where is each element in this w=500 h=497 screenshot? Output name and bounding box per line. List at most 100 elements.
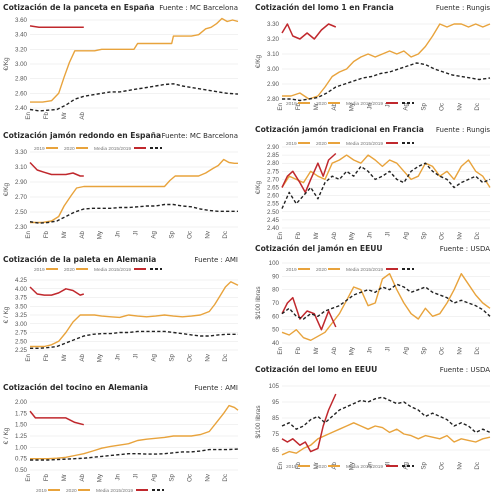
x-tick-label: Sp xyxy=(420,231,427,239)
y-tick-label: 2.80 xyxy=(267,96,280,103)
x-tick-label: Mr xyxy=(313,462,320,469)
chart-title: Cotización del lomo 1 en Francia xyxy=(255,3,394,12)
series-line-2020 xyxy=(29,410,84,426)
legend-label: 2019 xyxy=(286,101,297,107)
x-tick-label: Mr xyxy=(61,112,68,119)
y-tick-label: 2.70 xyxy=(15,194,28,201)
chart-panel: Cotización jamón redondo en España Fuente… xyxy=(3,131,238,239)
chart-source: Fuente : Rungis xyxy=(436,126,490,134)
x-tick-label: My xyxy=(349,461,356,470)
series-line-2019 xyxy=(281,273,491,341)
y-tick-label: 2.60 xyxy=(267,193,280,200)
x-tick-label: Ag xyxy=(403,102,410,110)
x-tick-label: Oc xyxy=(438,347,445,355)
y-tick-label: 1.25 xyxy=(15,433,28,440)
y-tick-label: 2.50 xyxy=(15,209,28,216)
chart-panel: Cotización del lomo 1 en Francia Fuente :… xyxy=(255,3,490,111)
y-axis-label: €/Kg xyxy=(255,54,262,68)
chart-title: Cotización del lomo en EEUU xyxy=(255,365,377,374)
legend-label: 2020 xyxy=(316,464,327,470)
x-tick-label: Nv xyxy=(204,353,211,361)
series-line-media xyxy=(30,330,238,349)
legend-label: 2020 xyxy=(316,141,327,147)
y-axis-label: €/Kg xyxy=(3,57,10,71)
x-tick-label: My xyxy=(349,346,356,355)
x-tick-label: Mr xyxy=(313,232,320,239)
chart-panel: Cotización jamón tradicional en Francia F… xyxy=(255,125,491,240)
x-tick-label: Ag xyxy=(151,230,158,238)
y-tick-label: 1.75 xyxy=(15,410,28,417)
series-line-media xyxy=(29,83,239,112)
x-tick-label: Sp xyxy=(420,102,427,110)
x-tick-label: En xyxy=(277,346,284,354)
y-tick-label: 2.75 xyxy=(267,168,280,175)
x-tick-label: My xyxy=(97,353,104,362)
x-tick-label: Jl xyxy=(133,231,140,235)
y-tick-label: 2.70 xyxy=(267,176,280,183)
legend: 2019 2020 Media 2015/2019 xyxy=(34,267,162,273)
y-tick-label: 2.55 xyxy=(267,201,280,208)
legend-label: 2019 xyxy=(34,267,45,273)
x-tick-label: Dc xyxy=(222,231,229,239)
y-tick-label: 60 xyxy=(272,313,279,320)
series-line-media xyxy=(29,203,238,224)
y-tick-label: 3.60 xyxy=(15,17,28,24)
x-tick-label: Mr xyxy=(61,231,68,238)
x-tick-label: En xyxy=(25,353,32,361)
x-tick-label: My xyxy=(97,473,104,482)
y-tick-label: 2.75 xyxy=(15,330,28,337)
y-tick-label: 3.20 xyxy=(15,46,28,53)
y-tick-label: 2.60 xyxy=(15,90,28,97)
x-tick-label: Dc xyxy=(222,354,229,362)
y-tick-label: 80 xyxy=(272,287,279,294)
chart-source: Fuente: MC Barcelona xyxy=(161,132,238,140)
x-tick-label: Ab xyxy=(79,353,86,361)
x-tick-label: Sp xyxy=(168,230,175,238)
x-tick-label: Fb xyxy=(295,231,302,239)
chart-title: Cotización del jamón en EEUU xyxy=(255,244,383,253)
y-tick-label: 2.85 xyxy=(267,152,280,159)
x-tick-label: Ag xyxy=(403,461,410,469)
legend-label: 2020 xyxy=(66,488,77,494)
chart-panel: Cotización del tocino en Alemania Fuente … xyxy=(3,383,239,494)
legend-label: 2020 xyxy=(64,146,75,152)
y-tick-label: 2.90 xyxy=(267,81,280,88)
y-tick-label: 50 xyxy=(272,327,279,334)
y-tick-label: 3.00 xyxy=(267,66,280,73)
y-axis-label: € / Kg xyxy=(3,306,10,323)
y-tick-label: 100 xyxy=(269,260,280,267)
y-tick-label: 2.90 xyxy=(267,144,280,151)
chart-title: Cotización de la panceta en España xyxy=(3,3,155,12)
legend: 2019 2020 Media 2015/2019 xyxy=(286,101,414,107)
y-tick-label: 2.50 xyxy=(267,209,280,216)
y-tick-label: 0.75 xyxy=(15,456,28,463)
y-axis-label: €/Kg xyxy=(255,180,262,194)
series-line-media xyxy=(281,396,491,434)
x-tick-label: Mr xyxy=(313,347,320,354)
y-tick-label: 2.80 xyxy=(267,160,280,167)
y-tick-label: 2.40 xyxy=(267,225,280,232)
x-tick-label: Jl xyxy=(385,103,392,107)
x-tick-label: Oc xyxy=(438,103,445,111)
x-tick-label: En xyxy=(25,473,32,481)
x-tick-label: Ab xyxy=(331,231,338,239)
series-line-media xyxy=(281,162,491,209)
x-tick-label: Jn xyxy=(367,231,374,238)
x-tick-label: Mr xyxy=(313,103,320,110)
chart-title: Cotización jamón redondo en España xyxy=(3,131,161,140)
y-tick-label: 2.40 xyxy=(15,105,28,112)
legend-label: Media 2015/2019 xyxy=(96,488,133,494)
chart-source: Fuente : AMI xyxy=(194,256,238,264)
y-tick-label: 4.25 xyxy=(15,277,28,284)
legend-label: 2020 xyxy=(64,267,75,273)
legend: 2019 2020 Media 2015/2019 xyxy=(286,464,414,470)
y-tick-label: 3.75 xyxy=(15,295,28,302)
chart-panel: Cotización de la panceta en España Fuente… xyxy=(3,3,239,120)
x-tick-label: Ag xyxy=(403,231,410,239)
y-tick-label: 105 xyxy=(269,383,280,390)
series-line-2020 xyxy=(281,296,337,331)
x-tick-label: Fb xyxy=(43,230,50,238)
x-tick-label: Sp xyxy=(420,346,427,354)
chart-title: Cotización jamón tradicional en Francia xyxy=(255,125,424,134)
